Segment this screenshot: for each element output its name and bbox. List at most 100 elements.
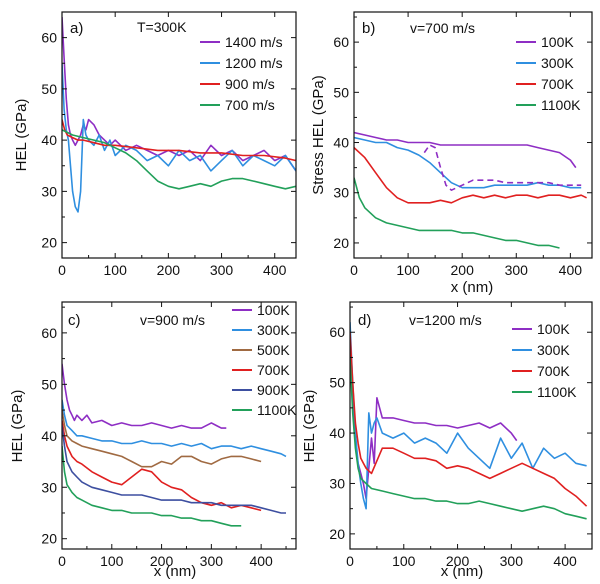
- panel-label: a): [70, 20, 83, 37]
- x-tick-label: 200: [157, 262, 181, 278]
- y-tick-label: 60: [333, 34, 349, 50]
- x-tick-label: 0: [346, 553, 354, 569]
- x-tick-label: 200: [446, 553, 470, 569]
- x-tick-label: 0: [58, 262, 66, 278]
- x-tick-label: 100: [392, 553, 416, 569]
- plot-frame: [61, 301, 297, 550]
- x-tick-label: 300: [505, 262, 529, 278]
- y-tick-label: 60: [41, 30, 57, 46]
- series-line-1100k: [350, 357, 587, 520]
- legend-entry: 300K: [541, 55, 574, 71]
- x-axis-title: x (nm): [451, 279, 494, 296]
- legend: 100K 300K 500K 700K 900K 1100K: [232, 302, 297, 418]
- chart-panel-3: 0 100 200 300 400 20 30 40 50 60 c) v=900 m/s x (nm)…: [9, 301, 297, 580]
- y-tick-label: 20: [333, 235, 349, 251]
- series-line-700k: [354, 147, 587, 204]
- x-axis-title: x (nm): [154, 563, 197, 580]
- legend-entry: 700K: [537, 363, 570, 379]
- series-line-dashed-4: [423, 144, 582, 191]
- legend-entry: 100K: [541, 34, 574, 50]
- legend: 100K 300K 700K 1100K: [512, 321, 577, 400]
- legend-entry: 1200 m/s: [225, 55, 283, 71]
- legend-entry: 1100K: [257, 402, 297, 418]
- series-line-900k: [62, 425, 286, 514]
- chart-panel-1: 0 100 200 300 400 20 30 40 50 60 a) T=300K HEL (GPa)…: [13, 11, 297, 278]
- x-tick-label: 200: [451, 262, 475, 278]
- x-tick-label: 400: [553, 553, 577, 569]
- y-tick-label: 30: [333, 185, 349, 201]
- legend-entry: 1100K: [537, 384, 577, 400]
- y-tick-label: 30: [329, 475, 345, 491]
- y-tick-label: 30: [41, 183, 57, 199]
- legend-entry: 300K: [257, 322, 290, 338]
- chart-panel-4: 0 100 200 300 400 20 30 40 50 60 d) v=1200 m/s x (nm…: [301, 301, 593, 580]
- plot-frame: [349, 301, 593, 550]
- series-line-300k: [354, 136, 582, 189]
- panel-label: d): [358, 312, 371, 329]
- legend-entry: 1400 m/s: [225, 34, 283, 50]
- y-tick-label: 60: [329, 324, 345, 340]
- y-tick-label: 50: [41, 81, 57, 97]
- y-axis-title: Stress HEL (GPa): [310, 75, 327, 194]
- y-axis-title: HEL (GPa): [301, 390, 318, 463]
- condition-label: v=700 m/s: [410, 20, 475, 36]
- panel-label: c): [68, 312, 81, 329]
- y-tick-label: 40: [329, 425, 345, 441]
- y-axis-title: HEL (GPa): [9, 390, 26, 463]
- series-line-100k: [350, 332, 518, 500]
- legend-entry: 300K: [537, 342, 570, 358]
- legend-entry: 500K: [257, 342, 290, 358]
- legend-entry: 1100K: [541, 97, 581, 113]
- y-tick-label: 30: [41, 479, 57, 495]
- y-tick-label: 50: [333, 84, 349, 100]
- series-line-500k: [62, 409, 262, 468]
- y-tick-label: 40: [41, 132, 57, 148]
- legend: 100K 300K 700K 1100K: [516, 34, 581, 113]
- y-tick-label: 20: [41, 235, 57, 251]
- legend-entry: 100K: [257, 302, 290, 318]
- x-axis-title: x (nm): [441, 563, 484, 580]
- series-line-1100k: [62, 446, 242, 527]
- series-line-700k: [62, 420, 262, 512]
- x-tick-label: 300: [210, 262, 234, 278]
- condition-label: T=300K: [137, 19, 187, 35]
- x-tick-label: 400: [559, 262, 583, 278]
- condition-label: v=1200 m/s: [409, 312, 482, 328]
- legend-entry: 900 m/s: [225, 76, 275, 92]
- y-tick-label: 20: [329, 526, 345, 542]
- legend-entry: 700K: [257, 362, 290, 378]
- plot-frame: [61, 11, 297, 259]
- x-tick-label: 400: [249, 553, 273, 569]
- y-tick-label: 50: [41, 376, 57, 392]
- legend-entry: 700K: [541, 76, 574, 92]
- x-tick-label: 200: [150, 553, 174, 569]
- x-tick-label: 300: [200, 553, 224, 569]
- y-tick-label: 20: [41, 531, 57, 547]
- y-tick-label: 40: [333, 135, 349, 151]
- condition-label: v=900 m/s: [140, 312, 205, 328]
- x-tick-label: 300: [500, 553, 524, 569]
- x-tick-label: 100: [100, 553, 124, 569]
- series-line-700k: [350, 332, 588, 507]
- series-line-900-m-s: [62, 119, 296, 162]
- plot-frame: [353, 11, 593, 259]
- legend-entry: 700 m/s: [225, 97, 275, 113]
- series-line-300k: [62, 399, 287, 458]
- series-line-100k: [354, 131, 577, 169]
- chart-panel-2: 0 100 200 300 400 20 30 40 50 60 b) v=700 m/s x (nm)…: [310, 11, 593, 296]
- panel-label: b): [362, 20, 375, 37]
- legend-entry: 900K: [257, 382, 290, 398]
- x-tick-label: 0: [58, 553, 66, 569]
- x-tick-label: 100: [396, 262, 420, 278]
- y-tick-label: 40: [41, 428, 57, 444]
- x-tick-label: 100: [104, 262, 128, 278]
- series-line-100k: [62, 363, 227, 429]
- legend-entry: 100K: [537, 321, 570, 337]
- legend: 1400 m/s 1200 m/s 900 m/s 700 m/s: [200, 34, 283, 113]
- y-axis-title: HEL (GPa): [13, 99, 30, 172]
- y-tick-label: 50: [329, 375, 345, 391]
- x-tick-label: 400: [263, 262, 287, 278]
- series-line-1100k: [354, 177, 560, 249]
- y-tick-label: 60: [41, 325, 57, 341]
